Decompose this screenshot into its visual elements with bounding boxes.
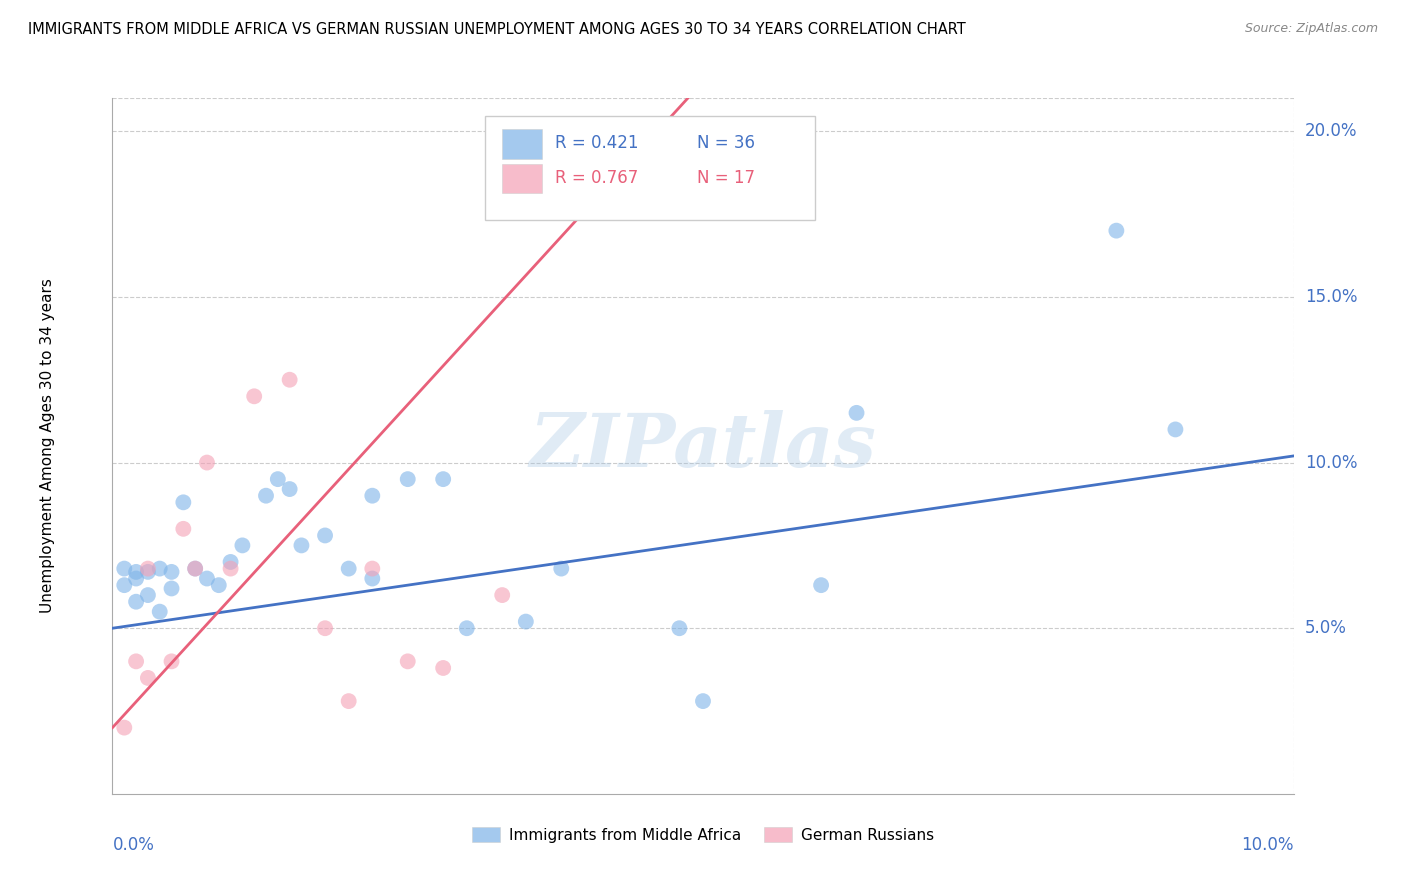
Point (254, 489, 277, 503)
FancyBboxPatch shape (502, 129, 543, 159)
Text: 20.0%: 20.0% (1305, 122, 1357, 140)
Point (208, 578, 231, 592)
Point (456, 621, 478, 635)
Point (160, 565, 183, 579)
Point (396, 654, 419, 668)
Point (149, 561, 172, 575)
Point (432, 661, 454, 675)
Text: Source: ZipAtlas.com: Source: ZipAtlas.com (1244, 22, 1378, 36)
Point (172, 522, 194, 536)
Point (668, 621, 690, 635)
Point (290, 538, 312, 552)
Text: 5.0%: 5.0% (1305, 619, 1347, 637)
Point (136, 561, 159, 575)
Text: Unemployment Among Ages 30 to 34 years: Unemployment Among Ages 30 to 34 years (39, 278, 55, 614)
Point (112, 721, 135, 735)
Point (361, 561, 384, 575)
Point (515, 615, 537, 629)
Point (337, 561, 360, 575)
Point (432, 472, 454, 486)
Point (396, 472, 419, 486)
Point (184, 561, 207, 575)
Point (231, 538, 253, 552)
Legend: Immigrants from Middle Africa, German Russians: Immigrants from Middle Africa, German Ru… (465, 821, 941, 849)
Point (136, 671, 159, 685)
Point (136, 565, 159, 579)
Point (491, 588, 513, 602)
Point (125, 565, 148, 579)
Point (810, 578, 832, 592)
Point (125, 572, 148, 586)
Text: 15.0%: 15.0% (1305, 288, 1357, 306)
Point (125, 595, 148, 609)
Point (278, 373, 301, 387)
FancyBboxPatch shape (485, 116, 815, 220)
Point (160, 582, 183, 596)
Point (278, 482, 301, 496)
Text: 0.0%: 0.0% (112, 836, 155, 854)
Point (195, 456, 218, 470)
Text: IMMIGRANTS FROM MIDDLE AFRICA VS GERMAN RUSSIAN UNEMPLOYMENT AMONG AGES 30 TO 34: IMMIGRANTS FROM MIDDLE AFRICA VS GERMAN … (28, 22, 966, 37)
Point (219, 555, 242, 569)
Point (845, 406, 868, 420)
Text: N = 36: N = 36 (697, 135, 755, 153)
Point (160, 654, 183, 668)
Point (172, 495, 194, 509)
Text: R = 0.767: R = 0.767 (555, 169, 638, 187)
Point (314, 528, 336, 542)
Point (692, 694, 714, 708)
Point (136, 588, 159, 602)
Point (361, 489, 384, 503)
Text: 10.0%: 10.0% (1305, 453, 1357, 472)
Point (219, 561, 242, 575)
Text: N = 17: N = 17 (697, 169, 755, 187)
Point (149, 605, 172, 619)
Point (267, 472, 290, 486)
Point (112, 578, 135, 592)
Point (550, 561, 572, 575)
FancyBboxPatch shape (502, 164, 543, 194)
Point (314, 621, 336, 635)
Point (337, 694, 360, 708)
Point (125, 654, 148, 668)
Point (1105, 224, 1128, 238)
Point (361, 572, 384, 586)
Point (195, 572, 218, 586)
Text: 10.0%: 10.0% (1241, 836, 1294, 854)
Point (1164, 422, 1187, 436)
Point (184, 561, 207, 575)
Point (112, 561, 135, 575)
Text: ZIPatlas: ZIPatlas (530, 409, 876, 483)
Text: R = 0.421: R = 0.421 (555, 135, 638, 153)
Point (243, 389, 266, 403)
